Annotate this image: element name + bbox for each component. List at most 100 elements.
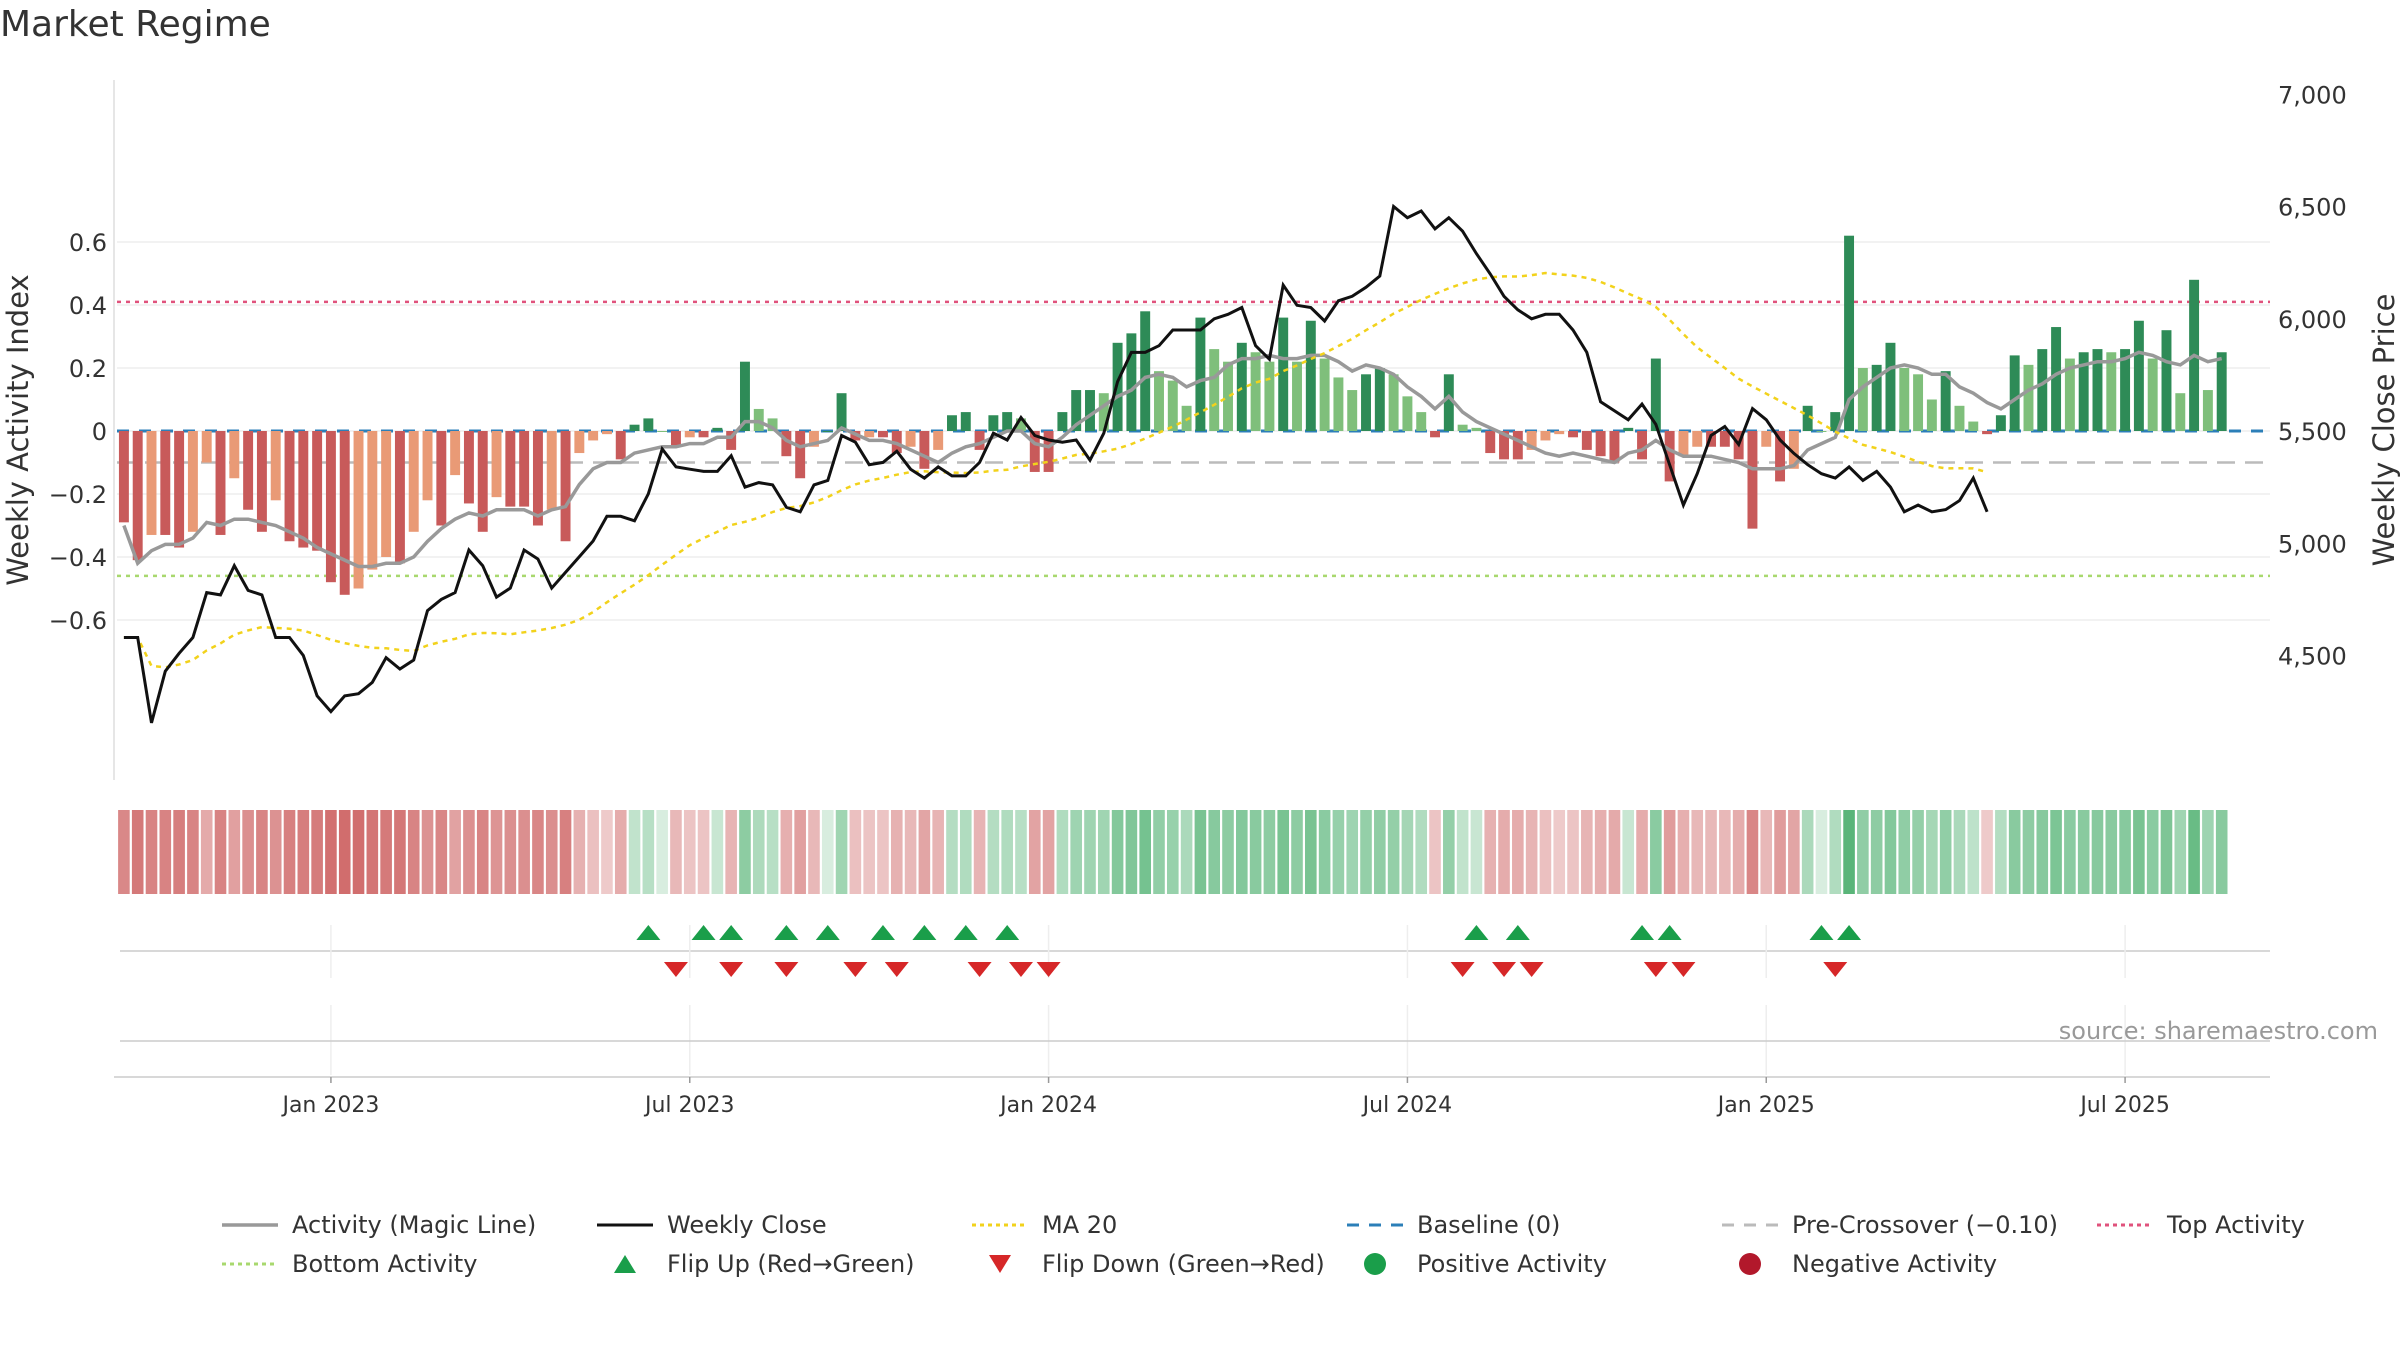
regime-strip-cell: [1346, 810, 1359, 894]
regime-strip-cell: [2133, 810, 2145, 894]
regime-strip-cell: [1042, 810, 1055, 894]
regime-strip-cell: [1898, 810, 1911, 894]
regime-strip-cell: [1746, 810, 1759, 894]
activity-bar: [905, 431, 916, 447]
y-right-tick-label: 7,000: [2278, 81, 2347, 109]
activity-bar: [1485, 431, 1496, 454]
flip-down-marker: [967, 962, 992, 977]
regime-strip-cell: [614, 810, 627, 894]
activity-bar: [312, 431, 323, 551]
activity-bar: [436, 431, 447, 526]
regime-strip-cell: [394, 810, 406, 894]
activity-bar: [394, 431, 405, 564]
regime-strip-cell: [1760, 810, 1773, 894]
regime-strip-cell: [2091, 810, 2104, 894]
regime-strip-cell: [1608, 810, 1621, 894]
regime-strip-cell: [1926, 810, 1938, 894]
magic-line: [122, 350, 2223, 569]
activity-bar: [1140, 311, 1151, 431]
regime-strip-cell: [1387, 810, 1400, 894]
regime-strip-cell: [2160, 810, 2173, 894]
regime-strip-cell: [518, 810, 530, 894]
flip-markers-panel: [120, 925, 2270, 978]
activity-bar: [684, 431, 695, 438]
bottom-panel: Jan 2023 Jul 2023 Jan 2024 Jul 2024 Jan 2025…: [114, 1005, 2270, 1118]
activity-bar: [1499, 431, 1509, 460]
legend-label: Flip Up (Red→Green): [667, 1250, 915, 1278]
legend-label: Top Activity: [2166, 1211, 2305, 1239]
activity-bar: [808, 431, 819, 447]
activity-bar: [588, 431, 599, 441]
regime-strip-cell: [1015, 810, 1027, 894]
activity-bar: [988, 415, 999, 431]
regime-strip-cell: [352, 810, 365, 894]
activity-bar: [1692, 431, 1703, 447]
activity-bar: [1333, 377, 1344, 431]
regime-strip-cell: [1677, 810, 1690, 894]
activity-bar: [629, 424, 640, 431]
activity-bar: [781, 431, 792, 457]
regime-strip-cell: [628, 810, 641, 894]
legend-label: MA 20: [1042, 1211, 1117, 1239]
activity-bar: [1209, 349, 1220, 431]
legend-label: Activity (Magic Line): [292, 1211, 536, 1239]
regime-strip-cell: [752, 810, 765, 894]
regime-strip-cell: [1277, 810, 1290, 894]
regime-strip-cell: [1056, 810, 1069, 894]
regime-strip-cell: [877, 810, 889, 894]
regime-strip-cell: [1636, 810, 1648, 894]
activity-bar: [1402, 396, 1413, 431]
activity-bar: [1650, 358, 1661, 431]
activity-bar: [381, 431, 392, 557]
activity-bar: [367, 431, 378, 570]
series-lines: [122, 203, 2223, 724]
flip-up-marker: [912, 925, 937, 940]
regime-strip-cell: [2202, 810, 2214, 894]
activity-bar: [1885, 342, 1896, 431]
flip-up-marker: [953, 925, 978, 940]
legend-label: Baseline (0): [1417, 1211, 1560, 1239]
activity-bar: [1471, 427, 1482, 431]
activity-bar: [1899, 368, 1910, 431]
regime-strip-cell: [366, 810, 379, 894]
activity-bar: [229, 431, 240, 479]
activity-bar: [546, 431, 557, 510]
activity-bar: [712, 427, 723, 431]
regime-strip-cell: [1360, 810, 1372, 894]
activity-bar: [270, 431, 281, 501]
regime-strip-cell: [1097, 810, 1110, 894]
activity-bar: [1581, 431, 1592, 450]
activity-bar: [1071, 390, 1082, 431]
regime-strip-cell: [697, 810, 710, 894]
regime-strip: [118, 810, 2228, 894]
activity-bar: [2216, 352, 2227, 431]
regime-strip-cell: [1719, 810, 1731, 894]
activity-bar: [1098, 393, 1109, 431]
flip-up-marker: [815, 925, 840, 940]
regime-strip-cell: [918, 810, 931, 894]
flip-up-marker: [774, 925, 799, 940]
activity-bar: [2161, 330, 2172, 431]
regime-strip-cell: [1539, 810, 1552, 894]
activity-bar: [2092, 349, 2103, 431]
regime-strip-cell: [1553, 810, 1566, 894]
activity-bar: [339, 431, 350, 595]
activity-bar: [1416, 412, 1427, 431]
activity-bar: [187, 431, 198, 532]
regime-strip-cell: [1236, 810, 1248, 894]
activity-bar: [2133, 320, 2144, 431]
regime-strip-cell: [173, 810, 185, 894]
regime-strip-cell: [946, 810, 958, 894]
activity-bar: [726, 431, 737, 450]
regime-strip-cell: [1663, 810, 1676, 894]
activity-bar: [1126, 333, 1137, 431]
regime-strip-cell: [2119, 810, 2131, 894]
flip-up-marker: [1630, 925, 1655, 940]
activity-bar: [615, 431, 626, 460]
regime-strip-cell: [1843, 810, 1855, 894]
activity-bar: [601, 431, 612, 435]
activity-bar: [1512, 431, 1523, 460]
x-tick-label: Jan 2025: [1716, 1093, 1815, 1118]
x-tick-label: Jan 2024: [998, 1093, 1097, 1118]
activity-bar: [1526, 431, 1537, 450]
